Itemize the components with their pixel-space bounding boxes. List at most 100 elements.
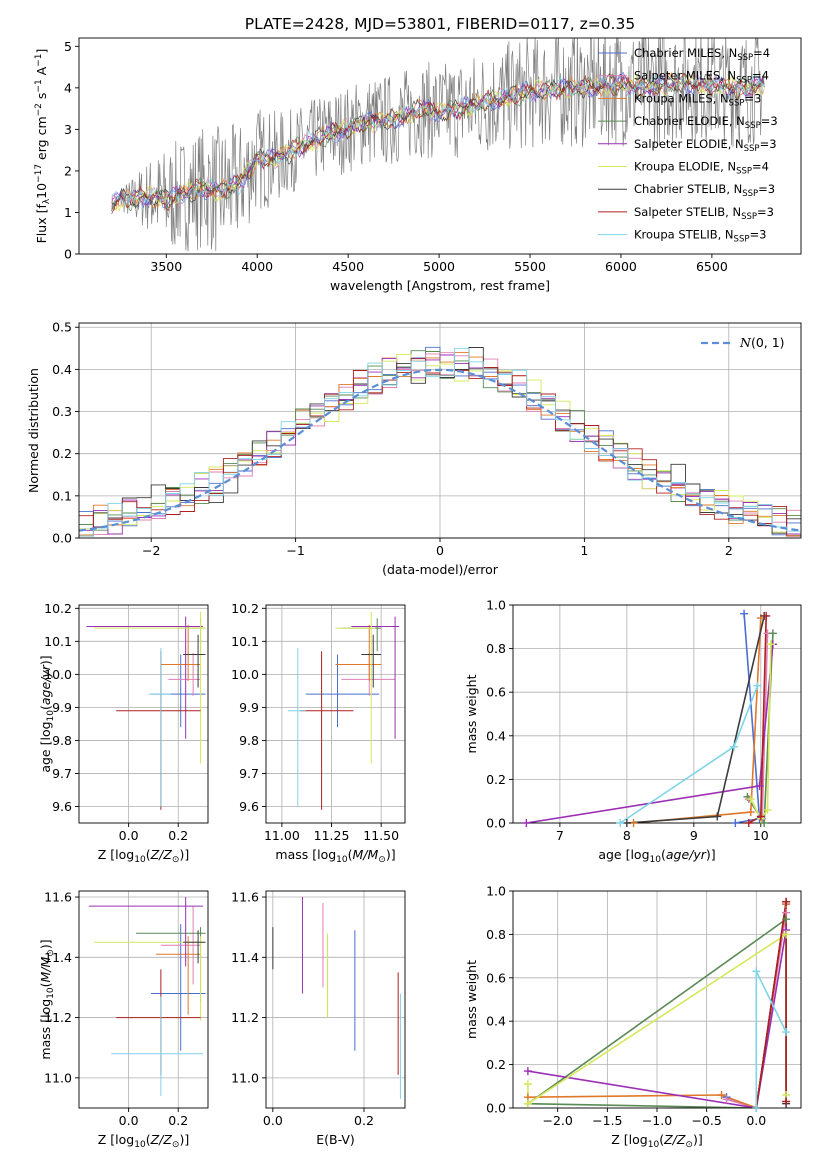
x-tick-label: 4500 (332, 259, 364, 274)
y-tick-label: 10.2 (44, 601, 72, 616)
plot-area (88, 897, 206, 1096)
weight-marker-kroupa-miles (746, 808, 755, 817)
model-spectrum-chabrier-stelib (111, 73, 765, 210)
x-axis-label: age [log10(age/yr)] (598, 847, 715, 865)
y-tick-label: 9.8 (239, 733, 259, 748)
y-tick-label: 11.4 (44, 950, 72, 965)
y-tick-label: 9.6 (239, 799, 259, 814)
weight-marker-kroupa-elodie (523, 1080, 532, 1089)
y-tick-label: 0.6 (486, 970, 506, 985)
weight-marker-chabrier-miles (731, 819, 740, 827)
legend-label-kroupa-miles: Kroupa MILES, NSSP=3 (634, 91, 761, 108)
y-tick-label: 0 (64, 247, 72, 262)
weight-marker-chabrier-miles (740, 609, 749, 618)
y-tick-label: 11.6 (44, 890, 72, 905)
x-tick-label: 6500 (696, 259, 728, 274)
legend-label-normal: N(0, 1) (739, 335, 785, 350)
axes-frame (512, 604, 802, 824)
model-spectrum-salpeter-stelib (111, 72, 765, 215)
y-tick-label: 0.1 (52, 488, 72, 503)
axes-frame (265, 890, 406, 1109)
weight-line-salpeter-stelib (755, 901, 787, 1108)
weight-marker-chabrier-stelib (622, 819, 631, 827)
axes-frame (78, 604, 209, 824)
weight-marker-salpeter-stelib (744, 819, 753, 827)
axes-frame (78, 37, 802, 255)
weight-marker-kroupa-stelib (753, 681, 762, 690)
y-tick-label: 3 (64, 122, 72, 137)
weight-line-chabrier-stelib (626, 615, 765, 823)
legend-label-salpeter-elodie: Salpeter ELODIE, NSSP=3 (634, 137, 777, 154)
y-tick-label: 10.0 (231, 667, 259, 682)
x-tick-label: 0.0 (119, 828, 139, 843)
y-tick-label: 0.8 (486, 927, 506, 942)
x-tick-label: 0.0 (119, 1113, 139, 1128)
weight-marker-kroupa-elodie (763, 805, 772, 814)
x-tick-label: 1 (580, 543, 588, 558)
y-tick-label: 0.2 (486, 772, 506, 787)
y-axis-label: mass weight (464, 960, 479, 1039)
y-tick-label: 9.7 (52, 766, 72, 781)
y-tick-label: 9.9 (239, 700, 259, 715)
y-tick-label: 11.2 (231, 1010, 259, 1025)
y-tick-label: 0.4 (486, 1014, 506, 1029)
y-tick-label: 11.0 (44, 1070, 72, 1085)
weight-marker-kroupa-elodie (523, 1099, 532, 1108)
y-tick-label: 0.2 (486, 1057, 506, 1072)
legend: Chabrier MILES, NSSP=4 Salpeter MILES, NS… (598, 46, 778, 245)
x-tick-label: 3500 (150, 259, 182, 274)
legend-label-chabrier-stelib: Chabrier STELIB, NSSP=3 (634, 182, 775, 199)
x-tick-label: 2 (725, 543, 733, 558)
x-tick-label: 11.25 (314, 828, 350, 843)
panel-weight-vs-age: 7 8 9 10 0.0 0.2 0.4 0.6 0.8 1.0 age [log10(age/yr… (464, 598, 802, 865)
x-tick-label: −2.0 (543, 1113, 573, 1128)
y-tick-label: 10.0 (44, 667, 72, 682)
normal-curve (79, 368, 801, 532)
weight-marker-chabrier-elodie (782, 915, 791, 924)
legend-label-salpeter-stelib: Salpeter STELIB, NSSP=3 (634, 205, 774, 222)
weight-marker-salpeter-stelib (782, 897, 791, 906)
weight-marker-kroupa-elodie (766, 640, 775, 649)
axes-frame (265, 604, 406, 824)
y-tick-label: 0.4 (486, 728, 506, 743)
plot-area (526, 613, 774, 823)
weight-marker-kroupa-miles (717, 1090, 726, 1099)
y-tick-label: 0.0 (486, 1101, 506, 1116)
panel-residuals: −2 −1 0 1 2 0.0 0.1 0.2 0.3 0.4 0.5 (data-model)/er… (26, 320, 802, 577)
x-tick-label: 9 (690, 828, 698, 843)
y-tick-label: 1 (64, 205, 72, 220)
plot-area (272, 897, 401, 1099)
y-tick-label: 11.0 (231, 1070, 259, 1085)
x-tick-label: 6000 (605, 259, 637, 274)
y-axis-label: Normed distribution (26, 368, 41, 493)
y-tick-label: 11.4 (231, 950, 259, 965)
weight-line-kroupa-stelib (755, 970, 787, 1108)
x-tick-label: 8 (623, 828, 631, 843)
weight-marker-salpeter-miles (722, 1095, 731, 1104)
x-tick-label: 10 (753, 828, 769, 843)
y-tick-label: 0.8 (486, 641, 506, 656)
weight-line-salpeter-elodie (527, 929, 787, 1108)
x-tick-label: 5500 (514, 259, 546, 274)
y-tick-label: 0.3 (52, 404, 72, 419)
x-axis-label: (data-model)/error (382, 562, 499, 577)
weight-marker-salpeter-elodie (523, 1067, 532, 1076)
weight-marker-salpeter-elodie (522, 819, 531, 827)
legend-label-kroupa-stelib: Kroupa STELIB, NSSP=3 (634, 228, 766, 245)
model-spectrum-kroupa-elodie (111, 73, 765, 212)
x-tick-label: 0.0 (746, 1113, 766, 1128)
x-tick-label: 0.2 (168, 828, 188, 843)
legend-label-chabrier-miles: Chabrier MILES, NSSP=4 (634, 46, 770, 63)
weight-marker-salpeter-stelib (762, 611, 771, 620)
x-axis-label: mass [log10(M/M⊙)] (275, 847, 395, 865)
y-tick-label: 0.0 (52, 531, 72, 546)
y-axis-label: Flux [fλ10−17 erg cm−2 s−1 A−1] (34, 49, 52, 244)
y-tick-label: 9.6 (52, 799, 72, 814)
x-tick-label: 4000 (241, 259, 273, 274)
y-axis-label: age [log10(age/yr)] (38, 655, 56, 772)
y-tick-label: 9.9 (52, 700, 72, 715)
weight-marker-salpeter-stelib (782, 1097, 791, 1106)
weight-marker-kroupa-stelib (752, 1104, 761, 1112)
y-tick-label: 0.4 (52, 362, 72, 377)
